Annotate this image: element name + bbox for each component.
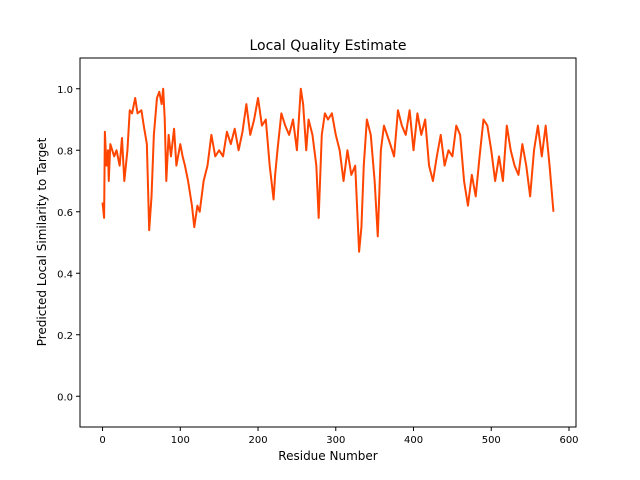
y-tick-label: 0.0 [57, 392, 73, 403]
x-tick-label: 500 [482, 435, 501, 446]
x-tick-label: 600 [559, 435, 578, 446]
x-tick-label: 100 [171, 435, 190, 446]
x-tick-label: 0 [99, 435, 105, 446]
chart-title: Local Quality Estimate [249, 38, 406, 54]
y-tick-label: 0.4 [57, 269, 73, 280]
x-tick-label: 200 [248, 435, 267, 446]
y-tick-label: 1.0 [57, 85, 73, 96]
data-line [101, 87, 555, 253]
y-tick-label: 0.2 [57, 331, 73, 342]
x-tick-label: 300 [326, 435, 345, 446]
plot-frame [79, 57, 577, 428]
y-tick-label: 0.6 [57, 208, 73, 219]
y-tick-label: 0.8 [57, 146, 73, 157]
y-axis-label: Predicted Local Similarity to Target [35, 137, 49, 346]
x-axis-label: Residue Number [278, 449, 377, 463]
x-tick-label: 400 [404, 435, 423, 446]
